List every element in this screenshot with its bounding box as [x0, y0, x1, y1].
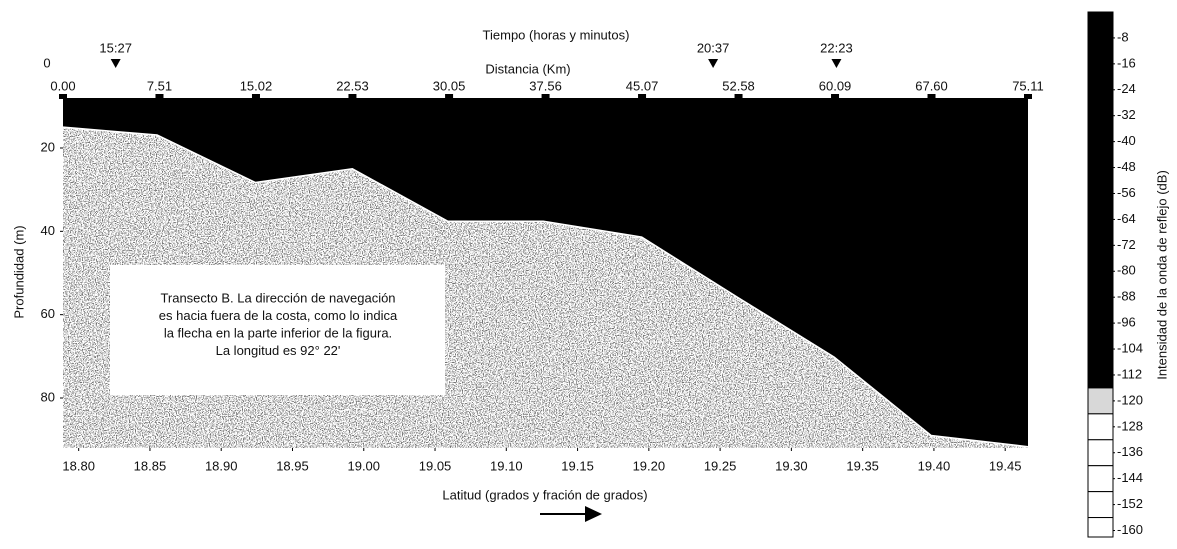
colorbar-tick-label: -144: [1117, 470, 1143, 485]
colorbar-tick-label: -32: [1117, 107, 1136, 122]
time-marker: [708, 59, 719, 68]
x-tick-label: 19.05: [419, 458, 452, 473]
colorbar-tick-label: -64: [1117, 211, 1136, 226]
colorbar-band: [1087, 439, 1114, 467]
colorbar-tick-label: -72: [1117, 237, 1136, 252]
colorbar-tick-label: -48: [1117, 159, 1136, 174]
x2-tick: [927, 94, 936, 99]
x-tick-label: 19.35: [846, 458, 879, 473]
x-tick-label: 19.40: [918, 458, 951, 473]
colorbar-tick-label: -128: [1117, 418, 1143, 433]
y-tick-label: 60: [41, 306, 55, 321]
seabed-line: [62, 126, 1029, 448]
y-tick-label: 80: [41, 389, 55, 404]
x-tick-label: 18.85: [134, 458, 167, 473]
x-tick-label: 18.95: [276, 458, 309, 473]
colorbar-tick-label: -120: [1117, 392, 1143, 407]
colorbar-tick-label: -136: [1117, 444, 1143, 459]
water-column: [63, 98, 1028, 447]
x-axis-title: Latitud (grados y fración de grados): [442, 487, 647, 502]
colorbar-tick-label: -112: [1117, 366, 1142, 381]
x-tick-label: 19.15: [561, 458, 594, 473]
x2-tick-label: 37.56: [529, 78, 562, 93]
colorbar-band: [1087, 465, 1114, 493]
colorbar-tick-label: -24: [1117, 81, 1136, 96]
colorbar-title: Intensidad de la onda de reflejo (dB): [1154, 170, 1169, 380]
x2-tick: [251, 94, 260, 99]
plot-area: [62, 98, 1029, 448]
annotation-line: la flecha en la parte inferior de la fig…: [164, 325, 392, 340]
annotation-line: La longitud es 92° 22': [216, 343, 341, 358]
x2-tick-label: 60.09: [819, 78, 852, 93]
x2-tick-label: 7.51: [147, 78, 172, 93]
x-tick-label: 19.00: [347, 458, 380, 473]
x2-tick-label: 45.07: [626, 78, 659, 93]
x2-tick: [155, 94, 164, 99]
x2-tick: [348, 94, 357, 99]
colorbar-tick-label: -56: [1117, 185, 1136, 200]
time-label: 15:27: [99, 40, 132, 55]
x2-tick-label: 0.00: [50, 78, 75, 93]
x2-tick: [831, 94, 840, 99]
x-tick-label: 18.90: [205, 458, 238, 473]
x2-tick: [638, 94, 647, 99]
x2-tick: [1024, 94, 1032, 99]
time-marker: [110, 59, 121, 68]
colorbar-band: [1087, 491, 1114, 519]
x2-tick-label: 75.11: [1012, 78, 1044, 93]
annotation-box: [110, 265, 445, 395]
colorbar-tick-label: -152: [1117, 496, 1143, 511]
x-tick-label: 19.45: [989, 458, 1022, 473]
colorbar-tick-label: -96: [1117, 315, 1136, 330]
colorbar-tick-label: -16: [1117, 55, 1136, 70]
corner-label: 0: [43, 55, 50, 70]
x2-tick-label: 52.58: [722, 78, 755, 93]
direction-arrow: [540, 506, 602, 522]
time-label: 20:37: [697, 40, 730, 55]
x2-tick-label: 30.05: [433, 78, 466, 93]
colorbar-band: [1087, 387, 1114, 415]
x-tick-label: 19.30: [775, 458, 808, 473]
top-title: Tiempo (horas y minutos): [483, 27, 630, 42]
y-tick-label: 20: [41, 139, 55, 154]
colorbar-tick-label: -160: [1117, 522, 1143, 537]
colorbar-tick-label: -104: [1117, 340, 1143, 355]
x2-tick: [541, 94, 550, 99]
x-tick-label: 19.10: [490, 458, 523, 473]
time-marker: [831, 59, 842, 68]
colorbar-band: [1087, 517, 1114, 538]
colorbar-tick-label: -40: [1117, 133, 1136, 148]
x-tick-label: 18.80: [62, 458, 95, 473]
colorbar-band: [1087, 11, 1114, 389]
y-axis-title: Profundidad (m): [11, 225, 26, 318]
y-tick-label: 40: [41, 223, 55, 238]
colorbar-tick-label: -88: [1117, 289, 1136, 304]
x-tick-label: 19.25: [704, 458, 737, 473]
x2-tick-label: 22.53: [336, 78, 369, 93]
colorbar-band: [1087, 413, 1114, 441]
x2-axis-title: Distancia (Km): [485, 61, 570, 76]
colorbar-tick-label: -8: [1117, 29, 1129, 44]
annotation-line: Transecto B. La dirección de navegación: [160, 290, 395, 305]
x2-tick-label: 67.60: [915, 78, 948, 93]
x2-tick: [734, 94, 743, 99]
x2-tick-label: 15.02: [240, 78, 273, 93]
colorbar-tick-label: -80: [1117, 263, 1136, 278]
x2-tick: [445, 94, 454, 99]
annotation-line: es hacia fuera de la costa, como lo indi…: [159, 308, 398, 323]
x-tick-label: 19.20: [633, 458, 666, 473]
time-label: 22:23: [820, 40, 853, 55]
x2-tick: [59, 94, 67, 99]
